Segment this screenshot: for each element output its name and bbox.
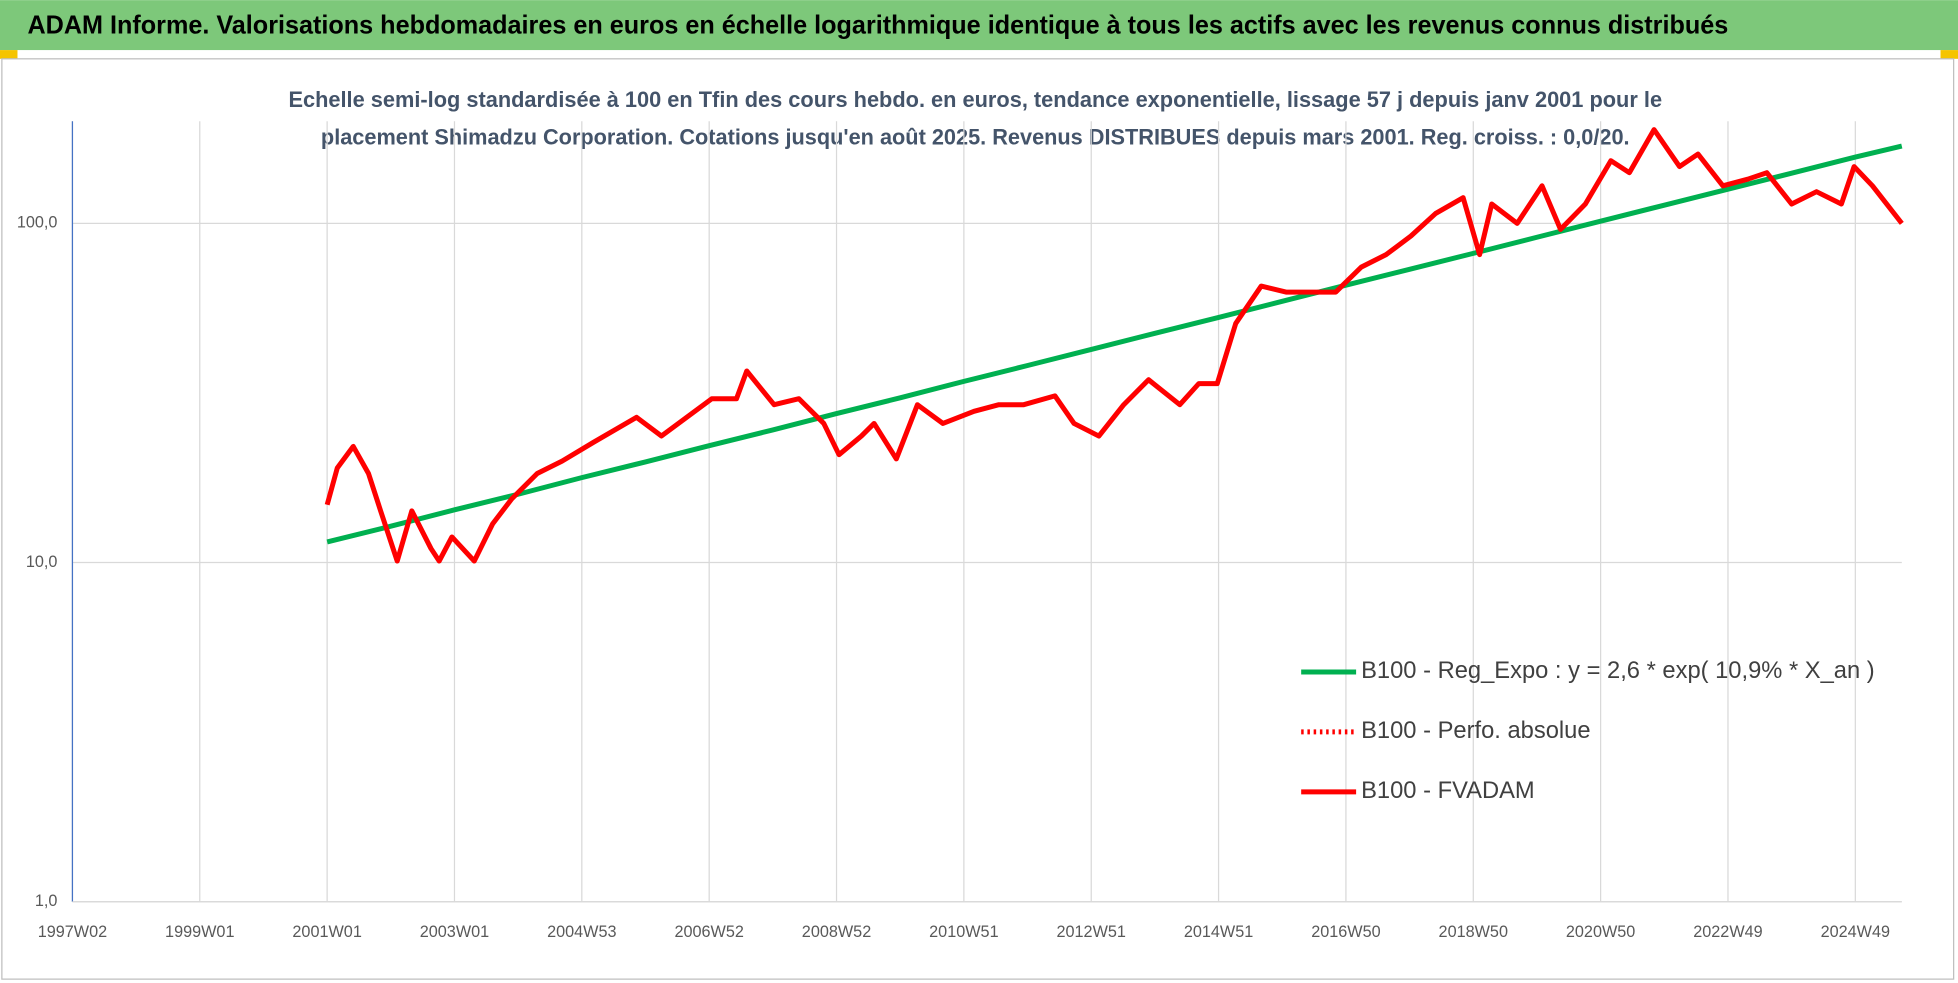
corner (0, 50, 18, 59)
legend-label: B100 - Perfo. absolue (1361, 718, 1590, 744)
x-tick-label: 2014W51 (1184, 923, 1253, 941)
x-tick-label: 1997W02 (38, 923, 107, 941)
series-line (324, 127, 1904, 564)
frame (1, 58, 1955, 980)
legend-label: B100 - FVADAM (1361, 778, 1535, 804)
x-tick-label: 2003W01 (420, 923, 489, 941)
x-tick-label: 2004W53 (547, 923, 616, 941)
series-line (326, 143, 1903, 545)
x-tick-label: 2012W51 (1057, 923, 1126, 941)
x-tick-label: 2001W01 (292, 923, 361, 941)
x-tick-label: 2018W50 (1439, 923, 1508, 941)
x-tick-label: 2020W50 (1566, 923, 1635, 941)
x-tick-label: 2010W51 (929, 923, 998, 941)
x-tick-label: 2006W52 (674, 923, 743, 941)
x-tick-label: 2024W49 (1821, 923, 1890, 941)
y-tick-label: 1,0 (35, 892, 58, 910)
plot (324, 127, 1904, 564)
x-tick-label: 1999W01 (165, 923, 234, 941)
chart-subtitle: placement Shimadzu Corporation. Cotation… (321, 125, 1630, 150)
chart-subtitle: Echelle semi-log standardisée à 100 en T… (288, 87, 1662, 112)
x-tick-label: 2016W50 (1311, 923, 1380, 941)
y-tick-label: 10,0 (26, 553, 58, 571)
x-tick-label: 2022W49 (1693, 923, 1762, 941)
legend: B100 - Reg_Expo : y = 2,6 * exp( 10,9% *… (1301, 658, 1875, 804)
x-tick-label: 2008W52 (802, 923, 871, 941)
legend-label: B100 - Reg_Expo : y = 2,6 * exp( 10,9% *… (1361, 658, 1875, 684)
y-tick-label: 100,0 (17, 214, 58, 232)
title-bar (0, 0, 1958, 51)
chart-title: ADAM Informe. Valorisations hebdomadaire… (27, 9, 1728, 39)
corner (1940, 50, 1958, 59)
